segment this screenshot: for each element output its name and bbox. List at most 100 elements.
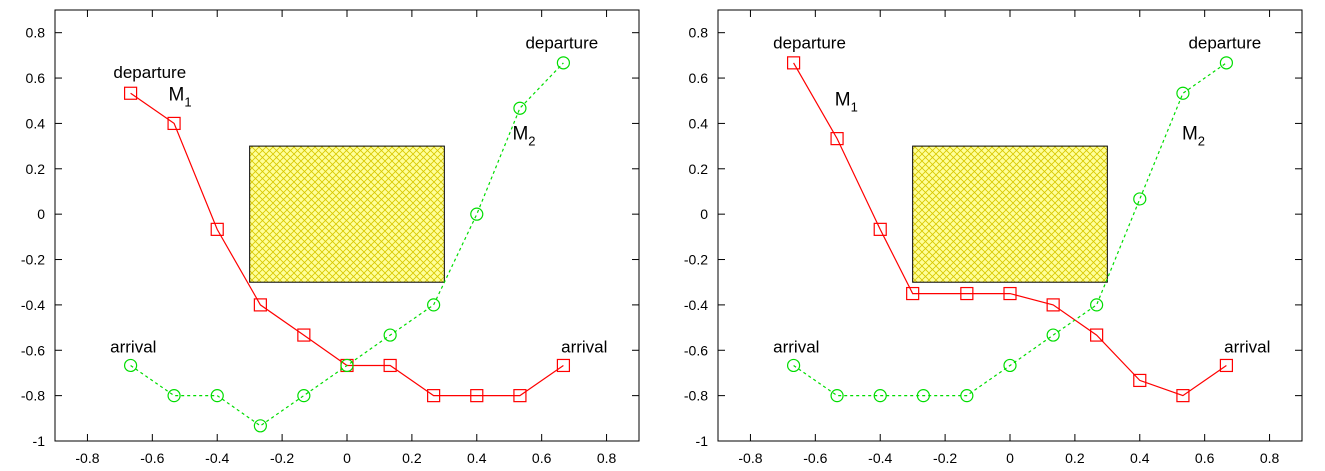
series-m1-point — [1046, 298, 1060, 312]
series-m2-point — [916, 389, 930, 403]
y-tick-label: -0.2 — [684, 252, 708, 268]
right-chart-panel: -0.8 -0.6 -0.4 -0.2 0 0.2 0.4 0.6 0.8 -1 -0.8 -0.6 -… — [663, 0, 1325, 471]
annotation-departure: departure — [1188, 34, 1261, 53]
series-m2-point — [297, 389, 311, 403]
series-m1-point — [297, 328, 311, 342]
y-tick-label: 0 — [700, 206, 708, 222]
series-m1-point — [1003, 286, 1017, 301]
x-tick-label: -0.8 — [738, 450, 762, 466]
x-tick-label: -0.6 — [803, 450, 827, 466]
y-tick-label: -0.8 — [21, 388, 45, 404]
x-tick-label: 0.2 — [1065, 450, 1085, 466]
series-m1-point — [556, 358, 571, 373]
y-tick-label: -0.6 — [684, 342, 708, 358]
series-m2-point — [1090, 298, 1104, 312]
series-m1-point — [1219, 358, 1234, 373]
y-tick-label: 0.2 — [26, 161, 46, 177]
series-m1-point — [1176, 389, 1190, 403]
series-m1-point — [786, 56, 801, 70]
x-tick-label: 0.2 — [402, 450, 422, 466]
series-m2-point — [513, 101, 527, 115]
x-tick-label: 0 — [1006, 450, 1014, 466]
series-m1-point — [167, 116, 181, 131]
obstacle-rect — [249, 145, 445, 283]
y-tick-label: -0.6 — [21, 342, 45, 358]
series-m1-point — [960, 286, 974, 301]
series-m2-line — [793, 62, 1227, 397]
series-m1-point — [253, 298, 267, 312]
series-m1-line — [793, 62, 1227, 397]
y-tick-label: 0.6 — [689, 70, 709, 86]
series-m2-point — [123, 358, 138, 373]
series-m1-point — [873, 222, 887, 236]
series-m1-point — [123, 86, 138, 100]
obstacle-rect — [912, 145, 1108, 283]
series-m1-point — [1090, 328, 1104, 342]
y-tick-label: 0 — [37, 206, 45, 222]
series-m1-point — [383, 358, 397, 373]
series-m2-point — [786, 358, 801, 373]
series-m1-point — [906, 286, 920, 301]
y-tick-label: 0.4 — [26, 115, 46, 131]
series-m2-line — [130, 62, 564, 427]
right-chart: -0.8 -0.6 -0.4 -0.2 0 0.2 0.4 0.6 0.8 -1 -0.8 -0.6 -… — [684, 9, 1303, 466]
series-m2-point — [210, 389, 224, 403]
y-tick-label: 0.8 — [26, 25, 46, 41]
series-m2-point — [556, 56, 571, 70]
y-tick-label: 0.2 — [689, 161, 709, 177]
x-tick-label: -0.2 — [270, 450, 294, 466]
series-m1-point — [470, 389, 484, 403]
x-tick-label: 0.6 — [1195, 450, 1215, 466]
series-m1-point — [513, 389, 527, 403]
series-m2-point — [253, 419, 267, 433]
y-tick-label: 0.6 — [26, 70, 46, 86]
series-m2-point — [340, 358, 354, 373]
y-tick-label: 0.8 — [689, 25, 709, 41]
series-m2-point — [427, 298, 441, 312]
series-m2-point — [960, 389, 974, 403]
left-chart-panel: -0.8 -0.6 -0.4 -0.2 0 0.2 0.4 0.6 0.8 -1 -0.8 -0.6 -… — [0, 0, 662, 471]
annotation-arrival: arrival — [110, 338, 156, 357]
y-tick-label: -0.4 — [684, 297, 708, 313]
series-m2-label: M2 — [512, 123, 535, 148]
x-tick-label: 0.8 — [1260, 450, 1280, 466]
x-tick-label: -0.2 — [933, 450, 957, 466]
series-m1-label: M1 — [169, 85, 192, 110]
series-m2-point — [1133, 192, 1147, 206]
series-m2-point — [167, 389, 181, 403]
x-tick-label: -0.8 — [75, 450, 99, 466]
y-tick-label: -0.4 — [21, 297, 45, 313]
series-m2-point — [470, 207, 484, 221]
series-m1-point — [427, 389, 441, 403]
series-m2-point — [1176, 86, 1190, 100]
x-tick-label: 0.8 — [597, 450, 617, 466]
y-tick-label: -0.8 — [684, 388, 708, 404]
x-tick-label: -0.4 — [868, 450, 892, 466]
annotation-departure: departure — [525, 34, 598, 53]
x-tick-label: -0.4 — [205, 450, 229, 466]
x-tick-label: 0.4 — [467, 450, 487, 466]
x-tick-label: -0.6 — [140, 450, 164, 466]
x-tick-label: 0.6 — [532, 450, 552, 466]
series-m2-point — [383, 328, 397, 342]
y-tick-label: -0.2 — [21, 252, 45, 268]
y-tick-label: -1 — [696, 433, 709, 449]
annotation-arrival: arrival — [561, 338, 607, 357]
series-m1-point — [210, 222, 224, 236]
series-m2-point — [873, 389, 887, 403]
y-tick-label: -1 — [33, 433, 46, 449]
series-m1-point — [1133, 373, 1147, 388]
annotation-arrival: arrival — [773, 338, 819, 357]
series-m2-point — [1046, 328, 1060, 342]
y-tick-label: 0.4 — [689, 115, 709, 131]
x-tick-label: 0 — [343, 450, 351, 466]
series-m2-point — [1003, 358, 1017, 373]
series-m1-point — [830, 132, 844, 146]
annotation-departure: departure — [773, 34, 846, 53]
left-chart: -0.8 -0.6 -0.4 -0.2 0 0.2 0.4 0.6 0.8 -1 -0.8 -0.6 -… — [21, 9, 640, 466]
x-tick-label: 0.4 — [1130, 450, 1150, 466]
series-m2-point — [830, 389, 844, 403]
series-m1-label: M1 — [835, 89, 858, 114]
series-m2-label: M2 — [1182, 123, 1205, 148]
annotation-arrival: arrival — [1224, 338, 1270, 357]
